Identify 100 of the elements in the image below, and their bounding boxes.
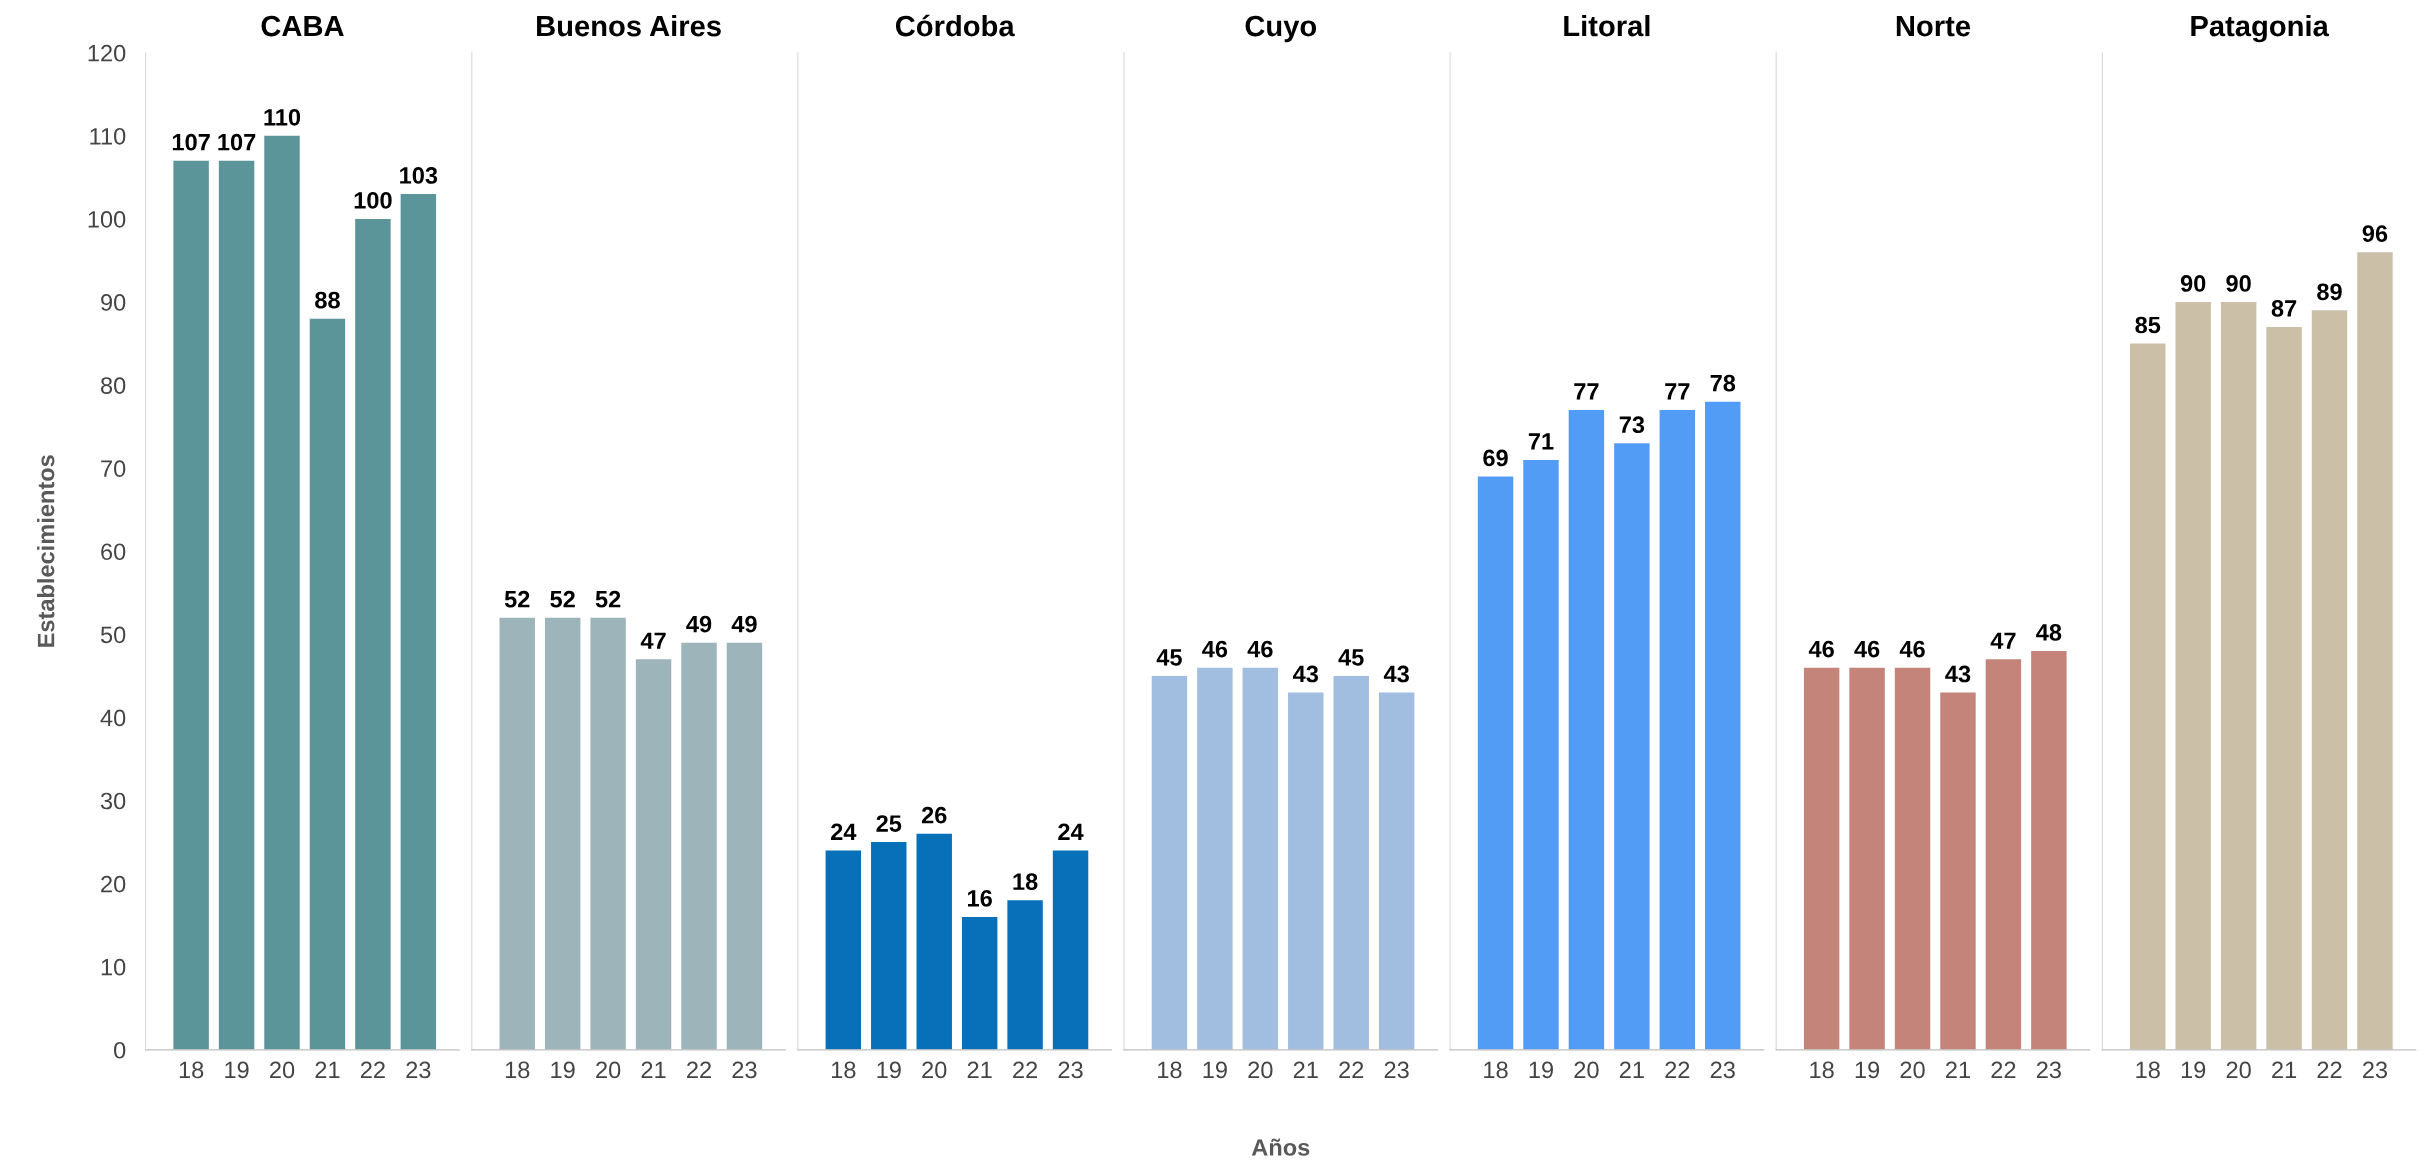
x-tick-label: 18 [1810,1061,1834,1079]
x-tick-label: 19 [1203,1061,1227,1079]
bar [916,833,952,1050]
x-tick-label: 18 [2136,1061,2160,1079]
y-tick-label: 20 [101,875,126,893]
y-tick-label: 50 [100,626,126,644]
y-tick-label: 120 [88,44,126,62]
bar [1849,667,1885,1050]
chart-title: Patagonia [2191,14,2329,43]
data-label: 52 [595,590,621,608]
data-label: 78 [1710,374,1736,392]
x-tick-label: 23 [1058,1061,1083,1079]
bar [2266,326,2302,1050]
data-label: 45 [1156,649,1182,666]
x-tick-label: 18 [179,1061,204,1079]
data-label: 47 [640,632,666,649]
bar [825,850,862,1050]
x-tick-label: 19 [1529,1061,1553,1079]
y-tick-label: 30 [100,792,126,810]
x-tick-label: 21 [641,1061,666,1079]
bar [1007,900,1043,1050]
y-tick-label: 110 [90,127,126,145]
x-tick-label: 20 [2226,1061,2251,1079]
chart-title: CABA [261,15,344,37]
bar [400,194,437,1050]
y-tick-label: 40 [100,709,126,727]
data-label: 88 [315,291,340,309]
x-tick-label: 19 [551,1061,575,1079]
data-label: 69 [1483,449,1508,467]
x-tick-label: 20 [1574,1061,1599,1079]
data-label: 18 [1013,873,1038,891]
data-label: 48 [2036,624,2062,641]
data-label: 107 [218,133,256,151]
bar [871,842,907,1050]
bar [1894,667,1931,1050]
data-label: 46 [1899,640,1925,658]
bar [1803,667,1840,1050]
data-label: 90 [2180,275,2206,292]
y-tick-label: 80 [101,377,126,394]
x-tick-label: 23 [1384,1061,1409,1079]
x-tick-label: 21 [315,1061,340,1079]
x-tick-label: 19 [2181,1061,2206,1079]
chart-title: Cuyo [1245,15,1317,43]
bar [1568,410,1605,1050]
x-tick-label: 21 [1293,1061,1318,1079]
x-tick-label: 23 [732,1061,757,1079]
data-label: 87 [2271,300,2297,317]
bar [1052,850,1089,1050]
data-label: 25 [876,815,902,832]
y-tick-label: 70 [101,460,126,478]
data-label: 47 [1990,632,2016,649]
bar [2031,651,2067,1050]
bar [1705,401,1741,1050]
x-tick-label: 22 [1991,1061,2016,1079]
x-tick-label: 19 [225,1061,249,1079]
x-tick-label: 19 [1855,1061,1880,1079]
data-label: 49 [686,615,712,633]
data-label: 52 [550,590,575,608]
data-label: 77 [1665,383,1690,400]
bar [1985,659,2022,1050]
chart-title: Norte [1896,16,1971,37]
x-tick-label: 22 [2317,1061,2342,1079]
y-tick-label: 100 [88,211,126,228]
y-tick-label: 0 [114,1041,126,1059]
bar [2130,343,2166,1050]
data-label: 43 [1945,665,1971,683]
x-tick-label: 20 [1248,1061,1273,1079]
x-tick-label: 20 [922,1061,947,1079]
y-tick-label: 90 [101,294,126,311]
chart-title: Buenos Aires [537,14,721,37]
data-label: 24 [831,823,857,840]
y-tick-label: 60 [101,543,126,561]
bar [1659,410,1696,1050]
x-tick-label: 23 [2363,1061,2388,1079]
data-label: 103 [400,167,438,184]
x-tick-label: 22 [1013,1061,1038,1079]
x-tick-label: 23 [406,1061,431,1079]
x-tick-label: 21 [967,1061,992,1079]
bar [2311,310,2348,1050]
data-label: 46 [1247,640,1273,658]
bar [1940,692,1976,1050]
x-tick-label: 23 [1710,1061,1735,1079]
data-label: 46 [1808,640,1834,658]
bar [2220,302,2257,1050]
x-axis-title: Años [1251,1138,1310,1156]
x-tick-label: 23 [2036,1061,2061,1079]
y-tick-label: 10 [101,958,126,976]
x-tick-label: 18 [505,1061,530,1079]
bar [264,135,300,1050]
data-label: 49 [731,615,757,633]
data-label: 89 [2317,283,2342,301]
data-label: 43 [1383,665,1409,683]
x-tick-label: 19 [877,1061,901,1079]
x-tick-label: 22 [687,1061,711,1079]
data-label: 24 [1058,823,1084,840]
y-axis-title: Establecimientos [37,455,55,647]
x-tick-label: 21 [1619,1061,1644,1079]
x-tick-label: 20 [596,1061,621,1079]
data-label: 46 [1202,640,1228,658]
x-tick-label: 18 [1158,1061,1182,1079]
